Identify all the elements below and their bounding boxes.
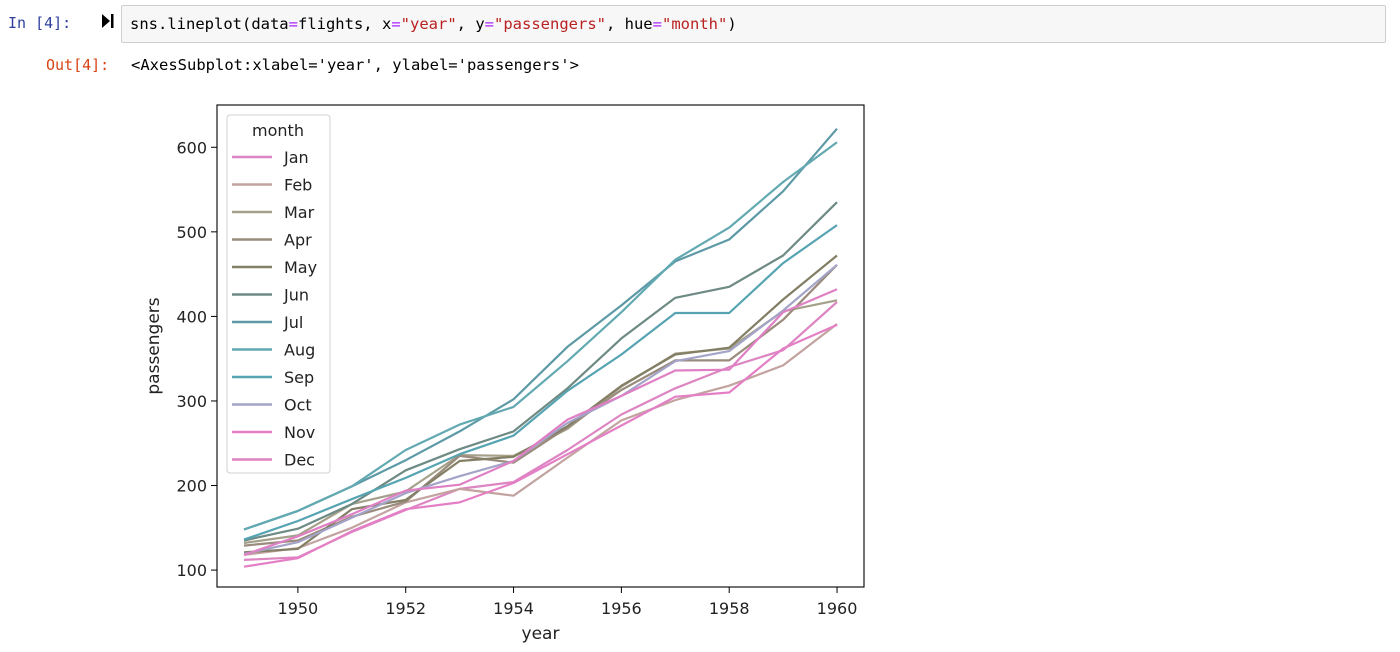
legend-label-feb: Feb	[284, 176, 312, 195]
x-axis-label: year	[522, 624, 560, 644]
run-cell-icon[interactable]	[100, 11, 116, 31]
series-line-sep	[243, 224, 838, 541]
code-token: sns.lineplot(data	[130, 15, 289, 33]
code-token: , hue	[605, 15, 653, 33]
code-operator: =	[288, 15, 298, 33]
legend-box	[226, 114, 331, 474]
y-axis-label: passengers	[144, 297, 164, 394]
legend-title: month	[252, 121, 304, 140]
y-tick-label: 500	[176, 223, 207, 242]
legend-label-oct: Oct	[284, 396, 312, 415]
code-token: , y	[456, 15, 485, 33]
y-tick-label: 300	[176, 392, 207, 411]
legend-label-jan: Jan	[283, 148, 309, 167]
series-line-nov	[243, 323, 838, 568]
plot-frame	[216, 104, 865, 588]
x-tick-label: 1954	[493, 599, 534, 618]
x-tick-label: 1956	[601, 599, 642, 618]
x-tick-label: 1952	[385, 599, 426, 618]
code-string: "year"	[400, 15, 457, 33]
series-line-feb	[243, 323, 838, 556]
code-input-area[interactable]: sns.lineplot(data=flights, x="year", y="…	[121, 5, 1386, 43]
output-prompt: Out[4]:	[46, 56, 110, 74]
code-string: "month"	[662, 15, 728, 33]
output-figure: 1950 1952 1954 1956 1958 1960 100 200 300 400 500 6…	[130, 95, 875, 652]
output-text: <AxesSubplot:xlabel='year', ylabel='pass…	[131, 56, 579, 74]
series-line-apr	[243, 264, 838, 547]
x-tick-label: 1958	[709, 599, 750, 618]
code-operator: =	[652, 15, 662, 33]
legend-label-dec: Dec	[284, 451, 315, 470]
x-tick-label: 1960	[817, 599, 858, 618]
x-tick-label: 1950	[278, 599, 319, 618]
y-tick-label: 400	[176, 307, 207, 326]
legend-label-sep: Sep	[284, 368, 314, 387]
legend-label-aug: Aug	[284, 341, 315, 360]
series-line-aug	[243, 141, 838, 531]
y-tick-label: 100	[176, 561, 207, 580]
legend-label-apr: Apr	[284, 231, 312, 250]
code-string: "passengers"	[494, 15, 606, 33]
code-token: flights, x	[297, 15, 392, 33]
code-line[interactable]: sns.lineplot(data=flights, x="year", y="…	[130, 15, 737, 33]
code-token: )	[727, 15, 737, 33]
legend-label-jul: Jul	[283, 313, 303, 332]
code-operator: =	[391, 15, 401, 33]
legend-label-jun: Jun	[283, 286, 309, 305]
y-tick-label: 200	[176, 477, 207, 496]
line-chart: 1950 1952 1954 1956 1958 1960 100 200 300 400 500 6…	[144, 104, 865, 644]
legend-label-mar: Mar	[284, 203, 315, 222]
y-tick-label: 600	[176, 138, 207, 157]
series-line-dec	[243, 288, 838, 556]
series-line-jun	[243, 201, 838, 542]
legend-label-may: May	[284, 258, 317, 277]
series-line-oct	[243, 263, 838, 556]
input-prompt: In [4]:	[8, 14, 72, 32]
code-operator: =	[484, 15, 494, 33]
legend-label-nov: Nov	[284, 423, 315, 442]
